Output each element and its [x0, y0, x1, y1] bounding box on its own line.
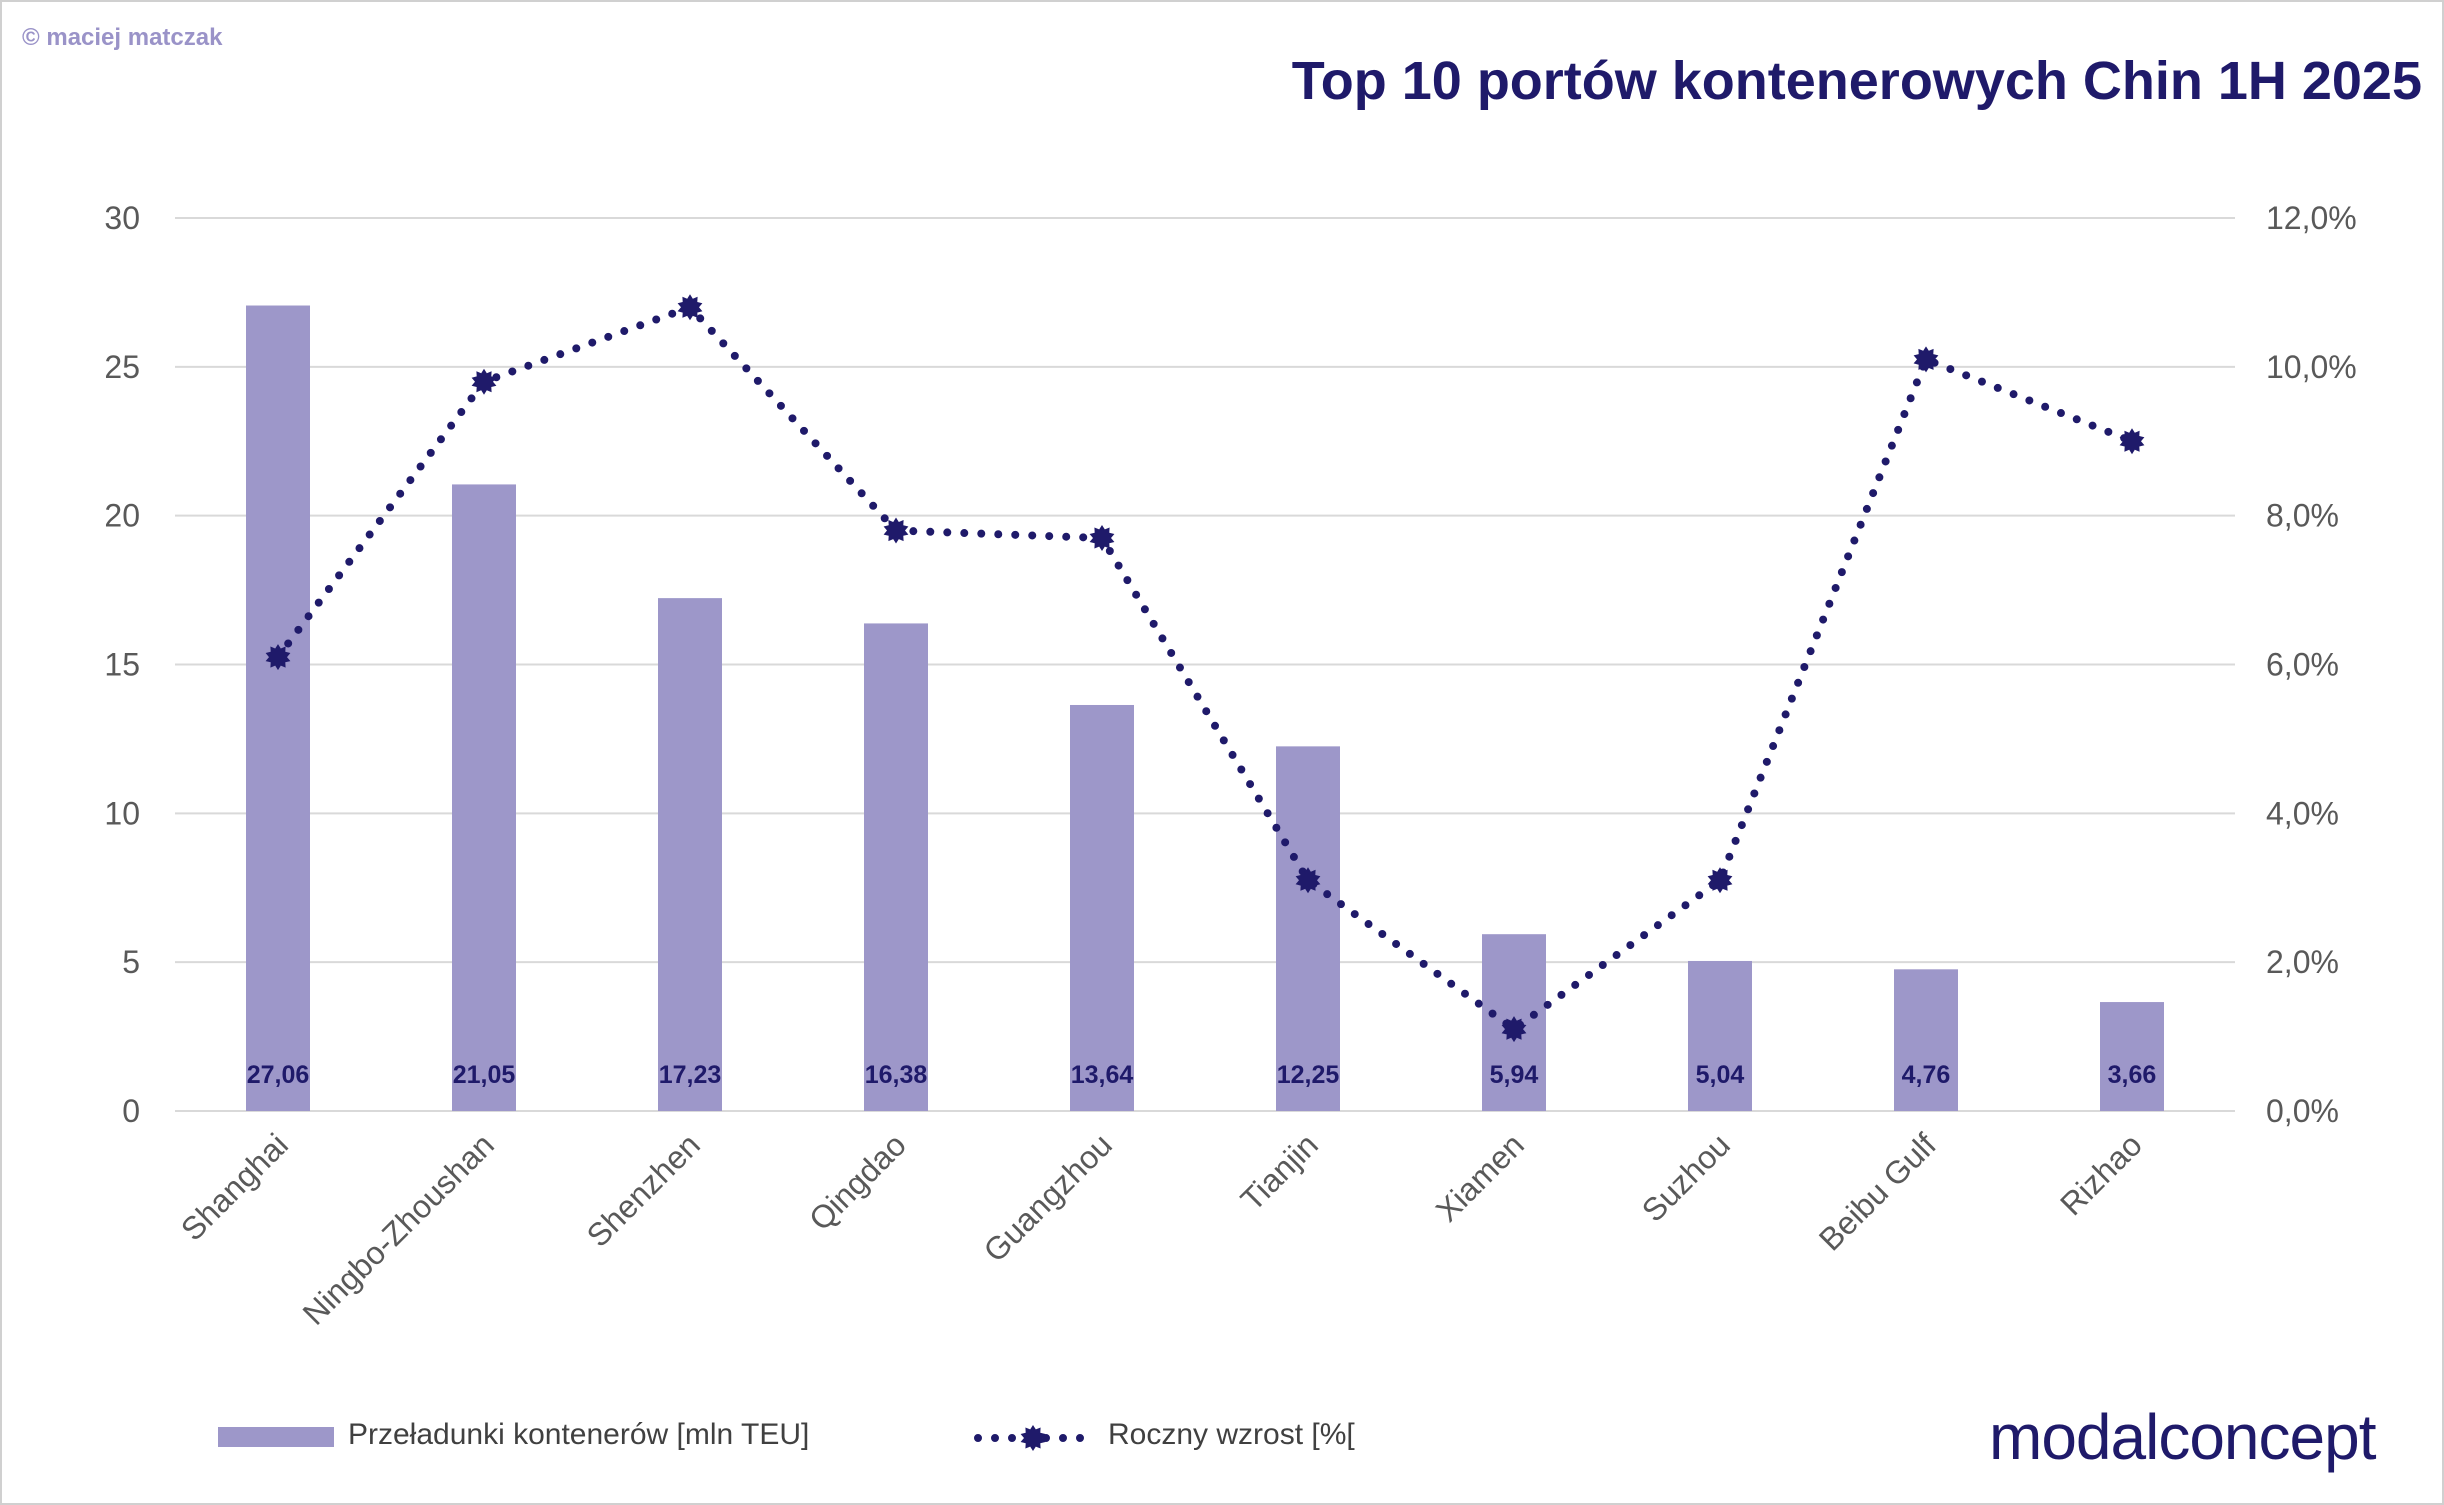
growth-marker	[1707, 867, 1733, 894]
y-right-tick-label: 0,0%	[2266, 1093, 2339, 1129]
growth-marker	[1295, 867, 1321, 894]
growth-marker	[883, 517, 909, 544]
bar-data-label: 4,76	[1902, 1061, 1951, 1089]
y-left-tick-label: 0	[122, 1093, 140, 1129]
growth-marker	[265, 644, 291, 671]
growth-marker	[1089, 525, 1115, 551]
category-label: Xiamen	[1429, 1126, 1531, 1228]
brand-logo-text: modalconcept	[1989, 1401, 2377, 1473]
bar-data-label: 12,25	[1277, 1061, 1340, 1089]
category-label: Qingdao	[802, 1126, 913, 1237]
legend-line-swatch	[974, 1425, 1092, 1451]
category-label: Shenzhen	[580, 1126, 707, 1253]
category-label: Rizhao	[2053, 1126, 2149, 1222]
bar-data-label: 27,06	[247, 1061, 310, 1089]
bar	[1070, 704, 1134, 1111]
bar-data-label: 21,05	[453, 1061, 516, 1089]
author-credit: © maciej matczak	[22, 24, 223, 51]
growth-marker	[1501, 1016, 1527, 1043]
legend-bar-label: Przeładunki kontenerów [mln TEU]	[348, 1418, 810, 1451]
bar	[246, 305, 310, 1111]
bar-data-label: 3,66	[2108, 1061, 2157, 1089]
legend-line-marker	[1020, 1425, 1046, 1451]
y-left-tick-label: 25	[104, 349, 140, 385]
category-label: Beibu Gulf	[1812, 1126, 1943, 1257]
y-right-tick-label: 6,0%	[2266, 647, 2339, 683]
y-right-tick-label: 12,0%	[2266, 200, 2357, 236]
y-left-tick-label: 20	[104, 498, 140, 534]
growth-line	[274, 303, 2136, 1034]
bar	[1894, 969, 1958, 1111]
category-label: Shanghai	[174, 1126, 295, 1247]
y-right-tick-label: 2,0%	[2266, 944, 2339, 980]
bar	[1688, 960, 1752, 1111]
bar-data-label: 16,38	[865, 1061, 928, 1089]
y-left-tick-label: 10	[104, 795, 140, 831]
growth-marker	[677, 294, 703, 321]
y-left-tick-label: 15	[104, 647, 140, 683]
bar-data-label: 5,04	[1696, 1061, 1745, 1089]
bar	[658, 598, 722, 1111]
growth-marker	[471, 368, 497, 395]
growth-marker	[1913, 346, 1939, 373]
bar-data-label: 17,23	[659, 1061, 722, 1089]
y-right-tick-label: 8,0%	[2266, 498, 2339, 534]
bar-data-label: 5,94	[1490, 1061, 1539, 1089]
y-right-tick-label: 10,0%	[2266, 349, 2357, 385]
bar	[2100, 1002, 2164, 1111]
category-label: Tianjin	[1234, 1126, 1325, 1217]
y-left-tick-label: 5	[122, 944, 140, 980]
bar	[452, 484, 516, 1112]
growth-marker	[2119, 428, 2145, 455]
chart-title: Top 10 portów kontenerowych Chin 1H 2025	[1291, 51, 2422, 111]
legend-line-label: Roczny wzrost [%[	[1108, 1418, 1355, 1451]
y-left-tick-label: 30	[104, 200, 140, 236]
brand-logo: modalconcept	[1989, 1401, 2378, 1473]
category-label: Ningbo-Zhoushan	[296, 1126, 501, 1331]
bar-data-label: 13,64	[1071, 1061, 1134, 1089]
legend-bar-swatch	[218, 1427, 334, 1447]
y-right-tick-label: 4,0%	[2266, 795, 2339, 831]
bar	[864, 623, 928, 1111]
category-label: Suzhou	[1635, 1126, 1737, 1228]
bar	[1276, 746, 1340, 1111]
category-label: Guangzhou	[976, 1126, 1118, 1268]
